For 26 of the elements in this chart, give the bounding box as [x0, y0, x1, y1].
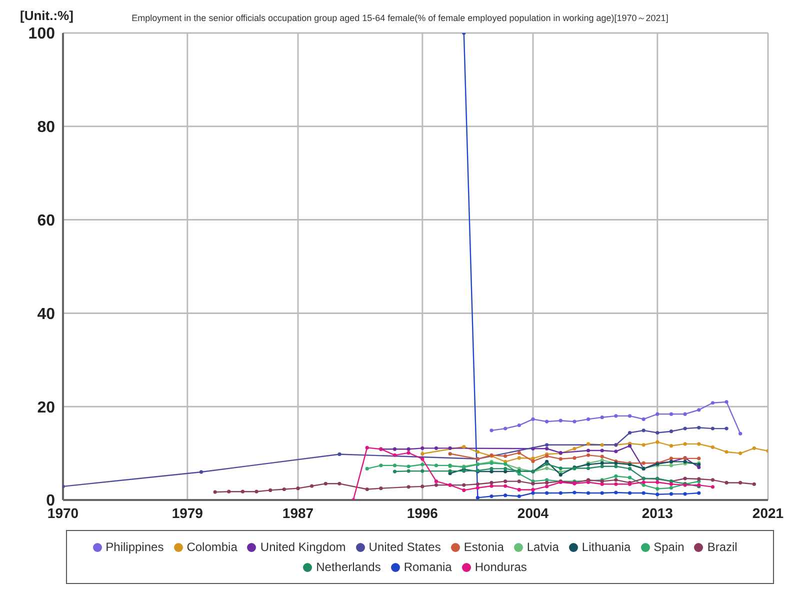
x-tick-label: 2021 — [752, 504, 784, 521]
y-tick-label: 100 — [28, 26, 56, 43]
legend-label: Latvia — [526, 540, 559, 554]
y-tick-label: 60 — [37, 212, 56, 230]
legend-label: Romania — [404, 560, 452, 574]
y-tick-label: 20 — [37, 399, 56, 416]
text: [Unit.:%] — [20, 8, 74, 23]
x-tick-label: 2004 — [517, 504, 549, 521]
y-tick-label: 40 — [37, 306, 56, 323]
x-tick-label: 1979 — [172, 504, 204, 521]
legend-label: Philippines — [106, 540, 164, 554]
x-tick-label: 1970 — [47, 504, 79, 521]
legend-label: Brazil — [707, 540, 738, 554]
legend-label: Honduras — [474, 560, 527, 574]
x-tick-label: 1996 — [406, 504, 438, 521]
x-tick-label: 2013 — [642, 504, 674, 521]
legend-label: United States — [368, 540, 441, 554]
x-tick-label: 1987 — [282, 504, 314, 521]
chart-title: Employment in the senior officials occupation group aged 15-64 female(% of female employed population in working age)[1970～2021] — [132, 13, 668, 23]
legend-label: United Kingdom — [260, 540, 346, 554]
legend-label: Spain — [654, 540, 684, 554]
legend-label: Colombia — [186, 540, 238, 554]
legend-label: Lithuania — [582, 540, 631, 554]
legend-label: Netherlands — [316, 560, 381, 574]
y-tick-label: 80 — [37, 119, 56, 136]
legend-label: Estonia — [464, 540, 504, 554]
